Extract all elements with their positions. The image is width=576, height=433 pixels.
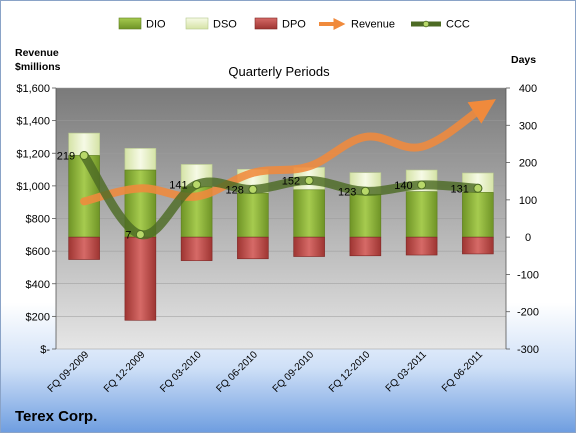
legend-ccc: CCC: [411, 19, 470, 31]
left-tick-label: $400: [26, 279, 50, 291]
right-tick-label: 300: [519, 120, 537, 132]
right-tick-label: 400: [519, 83, 537, 95]
x-tick-label: FQ 06-2010: [214, 349, 260, 395]
right-tick-label: 200: [519, 158, 537, 170]
dpo-bar: [293, 236, 325, 257]
ccc-point: [192, 180, 202, 190]
ccc-point: [79, 150, 89, 160]
bars: [68, 132, 494, 321]
ccc-data-label: 140: [394, 180, 412, 192]
ccc-data-labels: 219 7 141 128 152 123 140 131: [57, 150, 469, 241]
left-tick-label: $800: [26, 214, 50, 226]
left-tick-label: $1,400: [16, 116, 50, 128]
legend-revenue-label: Revenue: [351, 19, 395, 31]
left-axis-title-line2: $millions: [15, 61, 61, 73]
chart-title: Quarterly Periods: [228, 64, 330, 79]
right-axis-title: Days: [511, 54, 536, 66]
right-tick-label: -300: [517, 344, 539, 356]
left-axis: $- $200 $400 $600 $800 $1,000 $1,200 $1,400 $1,6…: [16, 83, 56, 356]
legend-dio-swatch: [118, 17, 142, 30]
ccc-data-label: 7: [125, 230, 131, 242]
x-tick-label: FQ 09-2010: [271, 349, 317, 395]
right-tick-label: -200: [517, 307, 539, 319]
ccc-point: [304, 175, 314, 185]
legend-dso-label: DSO: [213, 19, 237, 31]
left-tick-label: $-: [40, 344, 50, 356]
x-tick-label: FQ 12-2009: [102, 349, 148, 395]
revenue-line: [80, 99, 496, 206]
right-tick-label: 0: [525, 232, 531, 244]
legend-revenue: Revenue: [319, 18, 395, 31]
dpo-bar: [462, 236, 494, 255]
ccc-series: [79, 150, 483, 240]
dio-bar: [462, 192, 494, 238]
x-tick-label: FQ 12-2010: [327, 349, 373, 395]
dio-bar: [405, 191, 438, 238]
ccc-point: [417, 180, 427, 190]
right-tick-label: -100: [517, 269, 539, 281]
company-name: Terex Corp.: [15, 408, 97, 425]
dso-bar: [124, 148, 157, 171]
x-tick-label: FQ 03-2010: [158, 349, 204, 395]
ccc-data-label: 141: [169, 180, 187, 192]
legend-dpo-label: DPO: [282, 19, 306, 31]
left-axis-title-line1: Revenue: [15, 47, 59, 59]
left-tick-label: $1,200: [16, 148, 50, 160]
legend: DIO DSO DPO Revenue CCC: [118, 17, 470, 31]
dpo-bar: [68, 236, 100, 260]
dpo-bar: [349, 236, 382, 257]
legend-dpo: DPO: [254, 17, 306, 31]
dio-bar: [237, 192, 269, 238]
ccc-data-label: 131: [451, 183, 469, 195]
ccc-point: [248, 184, 258, 194]
x-tick-label: FQ 09-2009: [46, 349, 92, 395]
revenue-series: [80, 99, 496, 206]
legend-ccc-label: CCC: [446, 19, 470, 31]
ccc-data-label: 123: [338, 186, 356, 198]
ccc-point: [360, 186, 370, 196]
ccc-data-label: 152: [282, 175, 300, 187]
ccc-point: [473, 183, 483, 193]
legend-dio-label: DIO: [146, 19, 166, 31]
right-axis: -300 -200 -100 0 100 200 300 400: [506, 83, 539, 356]
legend-dio: DIO: [118, 17, 166, 31]
dpo-bar: [124, 236, 157, 321]
ccc-data-label: 128: [226, 184, 244, 196]
legend-dpo-swatch: [254, 17, 278, 30]
legend-dso: DSO: [185, 17, 237, 31]
ccc-point: [135, 230, 145, 240]
x-tick-label: FQ 06-2011: [440, 349, 485, 394]
right-tick-label: 100: [519, 195, 537, 207]
left-tick-label: $200: [26, 311, 50, 323]
dio-bar: [349, 193, 382, 238]
dpo-bar: [237, 236, 269, 260]
dpo-bar: [180, 236, 213, 261]
ccc-data-label: 219: [57, 150, 75, 162]
dio-bar: [293, 189, 325, 238]
left-tick-label: $1,600: [16, 83, 50, 95]
legend-dso-swatch: [185, 17, 209, 30]
x-axis: FQ 09-2009 FQ 12-2009 FQ 03-2010 FQ 06-2010…: [46, 349, 486, 395]
dpo-bar: [405, 236, 438, 256]
left-tick-label: $1,000: [16, 181, 50, 193]
left-tick-label: $600: [26, 246, 50, 258]
legend-ccc-marker: [422, 20, 430, 28]
x-tick-label: FQ 03-2011: [384, 349, 429, 394]
